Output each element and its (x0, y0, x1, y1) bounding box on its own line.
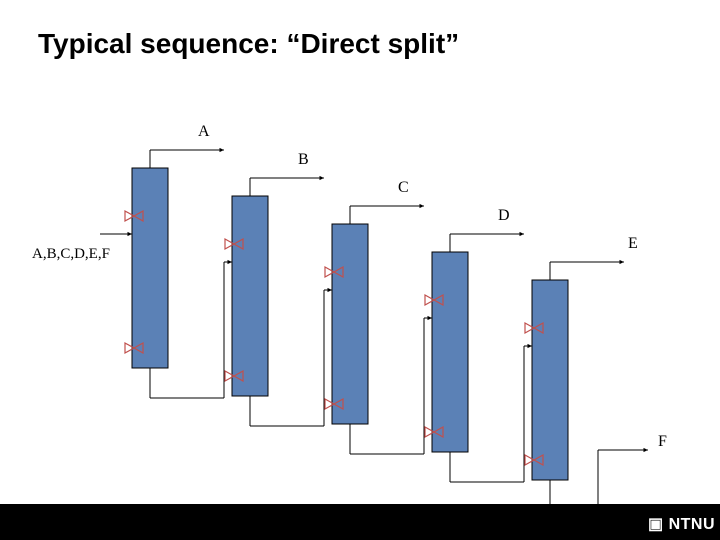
svg-text:E: E (628, 235, 638, 252)
ntnu-logo: ▣ NTNU (648, 514, 715, 534)
svg-text:F: F (658, 433, 667, 450)
direct-split-diagram: A B C D E F (0, 0, 720, 540)
svg-text:D: D (498, 207, 510, 224)
svg-text:C: C (398, 179, 409, 196)
footer-bar (0, 504, 720, 540)
svg-text:B: B (298, 151, 309, 168)
svg-text:A: A (198, 123, 210, 140)
